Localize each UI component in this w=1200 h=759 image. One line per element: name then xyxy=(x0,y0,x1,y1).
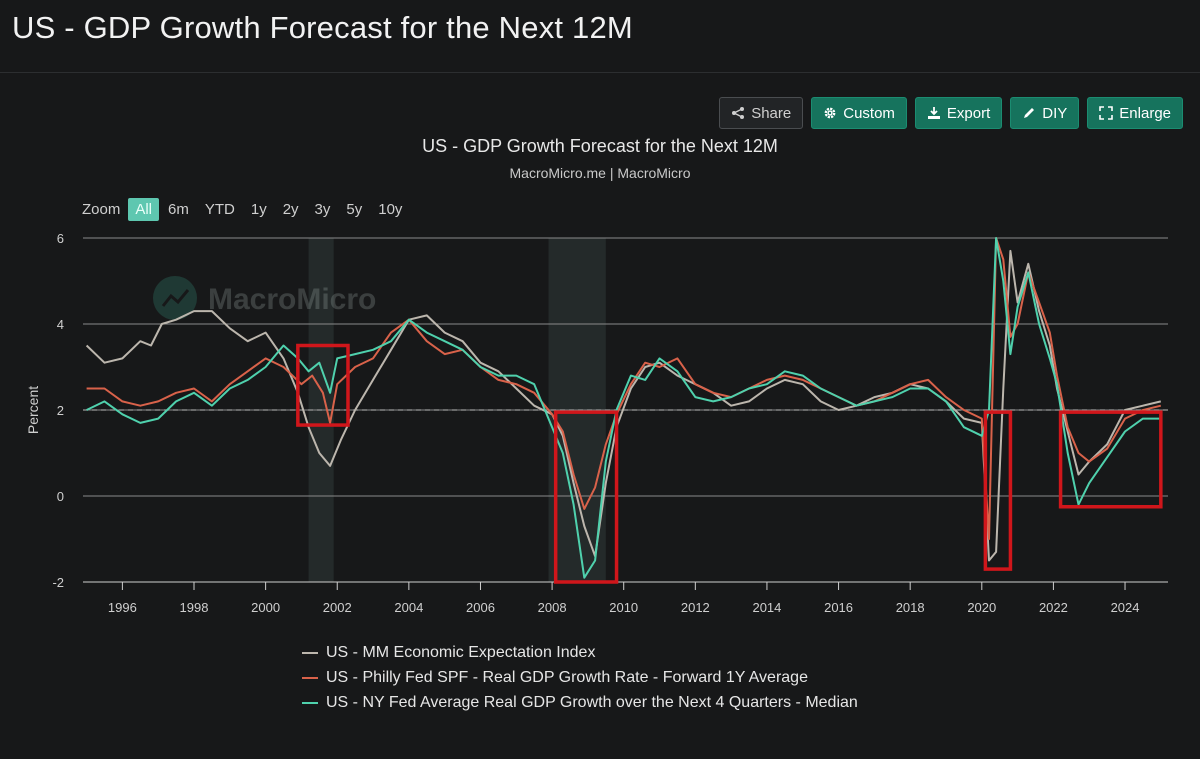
title-divider xyxy=(0,72,1200,73)
y-tick-label: 4 xyxy=(57,317,64,332)
series-line-ny-fed xyxy=(86,237,1161,579)
legend-item-philly-fed[interactable]: US - Philly Fed SPF - Real GDP Growth Ra… xyxy=(302,665,858,690)
legend-item-ny-fed[interactable]: US - NY Fed Average Real GDP Growth over… xyxy=(302,690,858,715)
zoom-3y-button[interactable]: 3y xyxy=(314,201,331,218)
zoom-ytd-button[interactable]: YTD xyxy=(204,201,235,218)
legend-label: US - Philly Fed SPF - Real GDP Growth Ra… xyxy=(326,668,808,686)
chart-subtitle: MacroMicro.me | MacroMicro xyxy=(509,165,691,181)
export-button[interactable]: Export xyxy=(914,97,1003,129)
legend-swatch xyxy=(302,701,318,704)
share-button[interactable]: Share xyxy=(719,97,804,129)
share-label: Share xyxy=(751,104,792,122)
zoom-6m-button[interactable]: 6m xyxy=(168,201,189,218)
x-tick-label: 2000 xyxy=(251,600,280,615)
x-tick-label: 2022 xyxy=(1039,600,1068,615)
x-tick-label: 2010 xyxy=(609,600,638,615)
enlarge-label: Enlarge xyxy=(1119,104,1171,122)
highlight-box xyxy=(1058,410,1163,509)
custom-button[interactable]: Custom xyxy=(811,97,907,129)
x-tick-label: 2018 xyxy=(896,600,925,615)
custom-label: Custom xyxy=(843,104,895,122)
y-tick-label: -2 xyxy=(52,575,64,590)
x-tick-label: 2024 xyxy=(1111,600,1140,615)
highlight-box xyxy=(553,410,619,584)
pencil-icon xyxy=(1022,106,1036,120)
chart-legend: US - MM Economic Expectation Index US - … xyxy=(302,640,858,715)
diy-button[interactable]: DIY xyxy=(1010,97,1080,129)
watermark: MacroMicro xyxy=(153,276,376,320)
export-label: Export xyxy=(946,104,991,122)
download-icon xyxy=(927,106,941,120)
y-axis-label: Percent xyxy=(25,386,41,434)
legend-swatch xyxy=(302,651,318,654)
legend-item-mm-index[interactable]: US - MM Economic Expectation Index xyxy=(302,640,858,665)
watermark-logo-icon xyxy=(153,276,197,320)
zoom-label: Zoom xyxy=(82,201,121,218)
chart-toolbar: Share Custom Export DIY Enlarge xyxy=(719,97,1183,129)
highlight-box xyxy=(296,343,350,427)
x-tick-label: 2014 xyxy=(752,600,781,615)
x-tick-label: 2008 xyxy=(538,600,567,615)
zoom-all-button[interactable]: All xyxy=(128,198,160,221)
zoom-1y-button[interactable]: 1y xyxy=(250,201,267,218)
zoom-2y-button[interactable]: 2y xyxy=(282,201,299,218)
zoom-selector: Zoom All 6m YTD 1y 2y 3y 5y 10y xyxy=(82,198,409,221)
x-tick-label: 1998 xyxy=(180,600,209,615)
zoom-5y-button[interactable]: 5y xyxy=(346,201,363,218)
x-tick-label: 2012 xyxy=(681,600,710,615)
diy-label: DIY xyxy=(1042,104,1068,122)
zoom-10y-button[interactable]: 10y xyxy=(378,201,403,218)
watermark-text: MacroMicro xyxy=(208,283,376,316)
gear-icon xyxy=(823,106,837,120)
x-tick-label: 2006 xyxy=(466,600,495,615)
chart-title: US - GDP Growth Forecast for the Next 12… xyxy=(422,136,778,156)
y-tick-label: 6 xyxy=(57,231,64,246)
x-tick-label: 2020 xyxy=(967,600,996,615)
share-icon xyxy=(731,106,745,120)
page-title: US - GDP Growth Forecast for the Next 12… xyxy=(12,10,633,45)
y-tick-label: 0 xyxy=(57,489,64,504)
legend-swatch xyxy=(302,676,318,679)
x-tick-label: 2004 xyxy=(394,600,423,615)
highlight-box xyxy=(983,410,1013,571)
x-tick-label: 2002 xyxy=(323,600,352,615)
enlarge-button[interactable]: Enlarge xyxy=(1087,97,1183,129)
series-line-mm-index xyxy=(85,249,1162,562)
x-tick-label: 1996 xyxy=(108,600,137,615)
legend-label: US - MM Economic Expectation Index xyxy=(326,643,596,661)
y-tick-label: 2 xyxy=(57,403,64,418)
legend-label: US - NY Fed Average Real GDP Growth over… xyxy=(326,693,858,711)
x-tick-label: 2016 xyxy=(824,600,853,615)
expand-icon xyxy=(1099,106,1114,120)
